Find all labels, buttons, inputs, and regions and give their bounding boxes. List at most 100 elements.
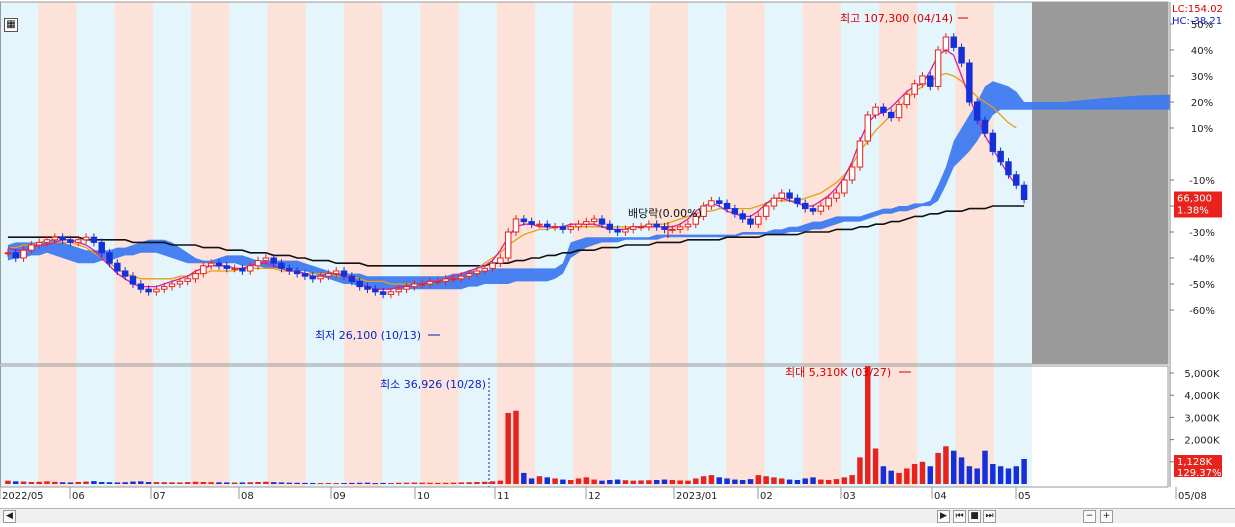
- volume-bar: [106, 482, 113, 484]
- zoom-in-icon[interactable]: +: [1100, 510, 1113, 523]
- volume-bar: [677, 480, 683, 484]
- candle-body: [669, 228, 676, 231]
- volume-bar: [419, 482, 425, 484]
- volume-bar: [122, 482, 128, 484]
- candle-body: [903, 93, 911, 106]
- volume-bar: [990, 464, 996, 484]
- candle-body: [192, 273, 199, 280]
- candle-body: [848, 166, 856, 181]
- zoom-out-icon[interactable]: −: [1083, 510, 1096, 523]
- volume-bar: [247, 482, 253, 484]
- candle-body: [301, 273, 309, 277]
- volume-bar: [145, 482, 152, 484]
- volume-bar: [1021, 458, 1027, 484]
- candle-body: [684, 223, 692, 228]
- scroll-left-icon[interactable]: ◀: [3, 510, 16, 523]
- candle-body: [981, 119, 989, 134]
- candle-body: [278, 262, 285, 269]
- x-tick-label: 06: [72, 491, 85, 502]
- candle-body: [653, 223, 660, 228]
- volume-bar: [919, 461, 926, 484]
- candle-body: [911, 83, 918, 95]
- low-annotation: 최저 26,100 (10/13): [315, 329, 421, 342]
- volume-bar: [1013, 466, 1020, 484]
- volume-bar: [270, 482, 277, 484]
- candle-body: [215, 262, 223, 267]
- price-tick-label: 30%: [1191, 72, 1213, 83]
- future-area: [1032, 2, 1168, 364]
- volume-bar: [802, 478, 808, 484]
- volume-bar: [865, 366, 871, 484]
- first-icon[interactable]: ⏮: [953, 510, 966, 523]
- volume-bar: [208, 482, 214, 484]
- x-tick-label: 05: [1018, 491, 1031, 502]
- candle-body: [919, 75, 926, 85]
- band-blue: [76, 2, 116, 487]
- candle-body: [497, 257, 504, 264]
- volume-bar: [98, 482, 105, 484]
- band-pink: [267, 2, 307, 487]
- volume-bar: [427, 482, 433, 484]
- volume-bar: [83, 481, 89, 484]
- candle-body: [262, 257, 270, 262]
- x-tick-label: 08: [241, 491, 254, 502]
- candle-body: [481, 267, 488, 272]
- volume-bar: [560, 479, 566, 484]
- candle-body: [872, 106, 879, 116]
- current-volume-value: 1,128K: [1177, 457, 1213, 468]
- volume-tick-label: 5,000K: [1184, 369, 1220, 380]
- band-pink: [191, 2, 230, 487]
- volume-bar: [5, 480, 11, 484]
- volume-bar: [153, 482, 160, 484]
- volume-bar: [646, 480, 652, 484]
- volume-bar: [294, 482, 300, 484]
- grid-icon[interactable]: ▦: [4, 18, 18, 32]
- volume-bar: [356, 482, 363, 484]
- candle-body: [114, 262, 121, 272]
- volume-bar: [982, 450, 988, 484]
- candle-body: [692, 215, 700, 225]
- candle-body: [356, 280, 363, 288]
- volume-bar: [716, 477, 722, 484]
- candle-body: [614, 228, 621, 233]
- last-icon[interactable]: ⏭: [983, 510, 996, 523]
- candle-body: [254, 260, 262, 267]
- price-tick-label: -40%: [1189, 254, 1215, 265]
- candle-body: [403, 286, 410, 290]
- price-tick-label: 40%: [1191, 46, 1213, 57]
- volume-bar: [169, 482, 175, 484]
- volume-bar: [927, 466, 934, 484]
- band-pink: [344, 2, 383, 487]
- volume-bar: [59, 482, 66, 484]
- candle-body: [184, 278, 191, 282]
- volume-bar: [263, 481, 269, 484]
- candle-body: [145, 288, 152, 293]
- volume-bar: [896, 472, 902, 484]
- volume-bar: [693, 478, 699, 484]
- volume-bar: [747, 479, 754, 484]
- scroll-right-icon[interactable]: ▶: [937, 510, 950, 523]
- stop-icon[interactable]: ■: [968, 510, 981, 523]
- candle-body: [59, 236, 66, 241]
- scroll-bar[interactable]: ◀ ▶ ⏮ ■ ⏭ − +: [0, 508, 1235, 523]
- volume-bar: [583, 477, 590, 484]
- candle-body: [20, 249, 27, 259]
- candle-body: [676, 226, 684, 230]
- lc-label: LC:154.02: [1172, 4, 1223, 15]
- volume-bar: [818, 479, 824, 484]
- candle-body: [364, 286, 371, 290]
- volume-bar: [591, 479, 597, 484]
- price-tick-label: -50%: [1189, 280, 1215, 291]
- volume-bar: [661, 479, 668, 484]
- x-tick-label: 07: [153, 491, 166, 502]
- volume-bar: [411, 482, 418, 484]
- candle-body: [1005, 161, 1012, 176]
- candle-body: [4, 252, 12, 255]
- candle-body: [176, 280, 184, 285]
- volume-bar: [669, 480, 676, 484]
- volume-bar: [794, 480, 801, 484]
- candle-body: [997, 150, 1004, 163]
- band-pink: [726, 2, 765, 487]
- volume-bar: [396, 482, 402, 484]
- candle-body: [1020, 184, 1028, 200]
